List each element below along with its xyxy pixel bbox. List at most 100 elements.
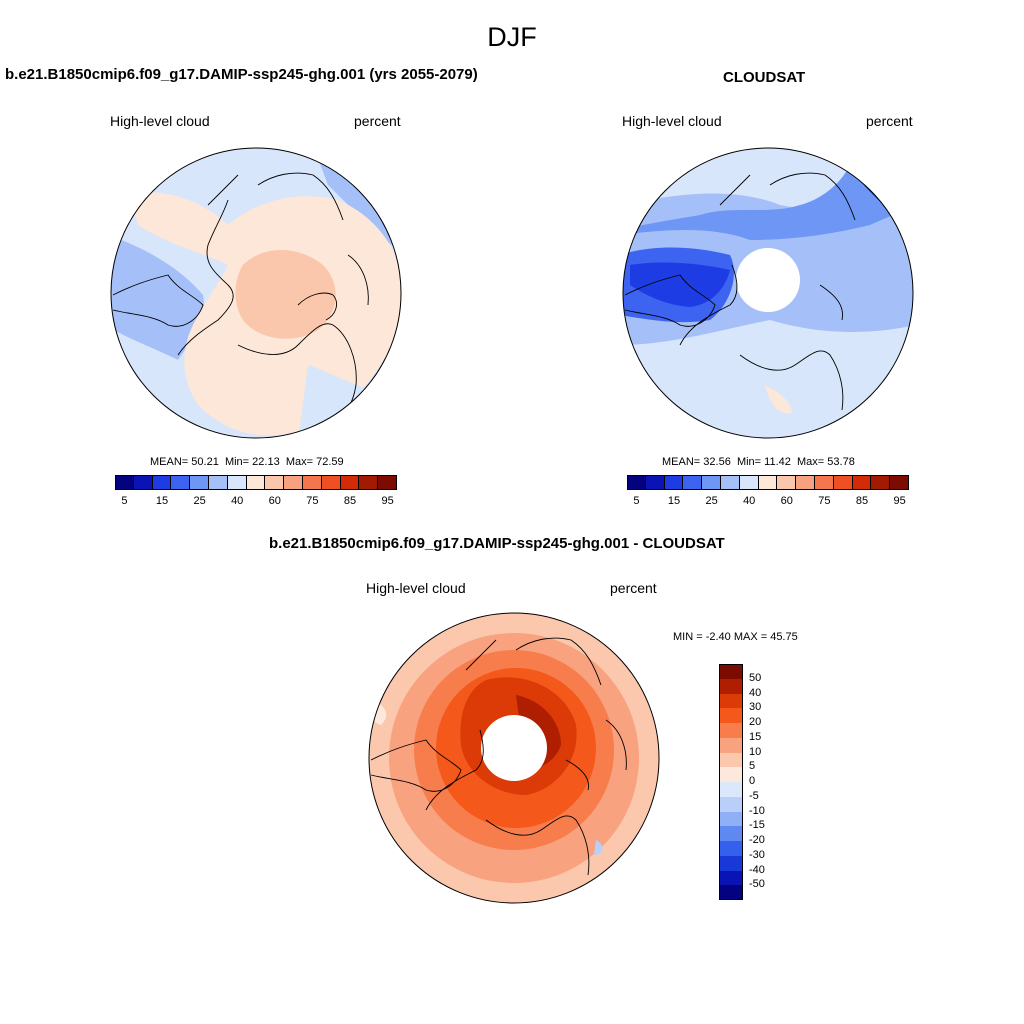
colorbar-swatch xyxy=(777,475,797,490)
diff-map xyxy=(368,612,660,904)
colorbar-swatch xyxy=(719,796,743,812)
colorbar-swatch xyxy=(719,767,743,782)
colorbar-swatch xyxy=(719,678,743,694)
colorbar-tick-label: 75 xyxy=(818,495,831,507)
diff-panel-title: b.e21.B1850cmip6.f09_g17.DAMIP-ssp245-gh… xyxy=(269,535,725,552)
colorbar-swatch xyxy=(890,475,909,490)
right-mean-value: 32.56 xyxy=(703,456,731,468)
colorbar-swatch xyxy=(171,475,191,490)
colorbar-swatch xyxy=(209,475,228,490)
colorbar-tick-label: -15 xyxy=(749,819,765,832)
colorbar-swatch xyxy=(246,475,266,490)
colorbar-swatch xyxy=(683,475,703,490)
colorbar-swatch xyxy=(796,475,815,490)
colorbar-tick-label: 85 xyxy=(855,495,869,507)
colorbar-tick-label: 5 xyxy=(121,495,128,507)
left-colorbar: 5 15 25 40 60 75 85 95 xyxy=(115,475,397,515)
colorbar-swatch xyxy=(719,752,743,768)
colorbar-tick-label: -10 xyxy=(749,804,765,817)
colorbar-swatch xyxy=(303,475,322,490)
colorbar-swatch xyxy=(284,475,303,490)
colorbar-swatch xyxy=(719,855,743,871)
right-mean-label: MEAN= xyxy=(662,456,701,468)
colorbar-tick-label: -30 xyxy=(749,848,765,861)
colorbar-swatch xyxy=(719,737,743,753)
colorbar-swatch xyxy=(664,475,684,490)
diff-colorbar: 50 40 30 20 15 10 5 0 -5 -10 -15 -20 -30 -40 -50 xyxy=(719,664,779,900)
colorbar-swatch xyxy=(152,475,172,490)
colorbar-swatch xyxy=(758,475,778,490)
colorbar-swatch xyxy=(359,475,379,490)
colorbar-tick-label: 25 xyxy=(193,495,206,507)
right-min-value: 11.42 xyxy=(764,456,791,468)
colorbar-swatch xyxy=(719,708,743,723)
colorbar-tick-label: -20 xyxy=(749,834,765,846)
colorbar-tick-label: 40 xyxy=(749,686,762,699)
left-variable-label: High-level cloud xyxy=(110,113,210,129)
diff-variable-label: High-level cloud xyxy=(366,580,466,596)
colorbar-swatch xyxy=(719,811,743,827)
colorbar-swatch xyxy=(721,475,740,490)
colorbar-tick-label: 85 xyxy=(343,495,357,507)
colorbar-swatch xyxy=(719,870,743,886)
colorbar-tick-label: 5 xyxy=(633,495,640,507)
figure-title: DJF xyxy=(487,22,537,52)
colorbar-tick-label: 5 xyxy=(749,760,756,773)
colorbar-swatch xyxy=(833,475,853,490)
right-variable-label: High-level cloud xyxy=(622,113,722,129)
colorbar-tick-label: 15 xyxy=(749,730,762,743)
colorbar-swatch xyxy=(645,475,665,490)
colorbar-swatch xyxy=(815,475,834,490)
colorbar-swatch xyxy=(190,475,209,490)
colorbar-swatch xyxy=(852,475,872,490)
colorbar-swatch xyxy=(719,693,743,709)
colorbar-swatch xyxy=(702,475,721,490)
left-max-label: Max= xyxy=(285,456,314,468)
colorbar-swatch xyxy=(378,475,397,490)
diff-stats: MIN = -2.40 MAX = 45.75 xyxy=(673,631,798,643)
colorbar-tick-label: 20 xyxy=(749,716,762,728)
right-panel-title: CLOUDSAT xyxy=(723,69,806,86)
left-min-label: Min= xyxy=(224,456,250,468)
left-units-label: percent xyxy=(354,113,401,129)
right-units-label: percent xyxy=(866,113,913,129)
colorbar-swatch xyxy=(265,475,285,490)
colorbar-swatch xyxy=(227,475,247,490)
colorbar-tick-label: 60 xyxy=(780,495,793,507)
colorbar-tick-label: 30 xyxy=(749,701,762,714)
colorbar-swatch xyxy=(719,664,743,679)
left-mean-label: MEAN= xyxy=(150,456,189,468)
colorbar-swatch xyxy=(719,782,743,797)
colorbar-swatch xyxy=(739,475,759,490)
colorbar-swatch xyxy=(719,723,743,738)
left-mean-value: 50.21 xyxy=(191,456,219,468)
colorbar-tick-label: 0 xyxy=(749,775,756,787)
left-max-value: 72.59 xyxy=(316,456,344,468)
colorbar-tick-label: 50 xyxy=(749,671,762,684)
right-min-label: Min= xyxy=(736,456,762,468)
colorbar-tick-label: 75 xyxy=(306,495,319,507)
colorbar-tick-label: 60 xyxy=(268,495,281,507)
right-max-label: Max= xyxy=(797,456,825,468)
colorbar-tick-label: 40 xyxy=(231,495,244,507)
colorbar-swatch xyxy=(627,475,646,490)
colorbar-swatch xyxy=(719,826,743,841)
left-panel-title: b.e21.B1850cmip6.f09_g17.DAMIP-ssp245-gh… xyxy=(5,66,478,83)
colorbar-tick-label: 10 xyxy=(749,745,762,758)
colorbar-tick-label: 15 xyxy=(667,495,681,507)
colorbar-frame xyxy=(719,664,743,900)
colorbar-tick-label: -40 xyxy=(749,863,765,876)
colorbar-tick-label: 95 xyxy=(893,495,906,507)
colorbar-tick-label: 95 xyxy=(381,495,394,507)
colorbar-swatch xyxy=(115,475,134,490)
colorbar-tick-label: 40 xyxy=(743,495,756,507)
colorbar-swatch xyxy=(719,885,743,900)
right-stats: MEAN= 32.56 Min= 11.42 Max= 53.78 xyxy=(662,456,855,468)
colorbar-tick-label: -5 xyxy=(749,789,759,802)
colorbar-tick-label: -50 xyxy=(749,878,765,891)
colorbar-swatch xyxy=(340,475,360,490)
colorbar-tick-label: 15 xyxy=(155,495,169,507)
right-colorbar: 5 15 25 40 60 75 85 95 xyxy=(627,475,909,515)
diff-units-label: percent xyxy=(610,580,657,596)
colorbar-swatch xyxy=(321,475,341,490)
